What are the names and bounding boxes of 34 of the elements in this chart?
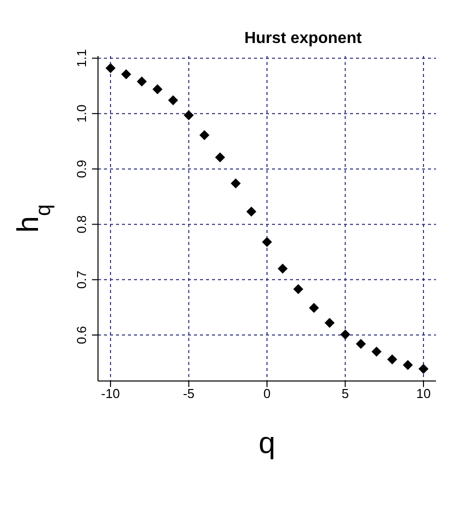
point [168, 95, 178, 106]
point [356, 338, 366, 349]
y-tick-label: 1.1 [74, 49, 89, 68]
x-tick-label: -10 [101, 386, 120, 402]
x-tick-label: -5 [182, 386, 195, 402]
point [121, 69, 132, 80]
point [387, 354, 398, 364]
y-tick-label: 0.6 [74, 326, 89, 344]
x-tick-label: 5 [342, 386, 349, 402]
point [184, 110, 194, 120]
point [106, 63, 116, 74]
x-tick-label: 0 [263, 386, 271, 402]
point [340, 329, 350, 340]
chart-title: Hurst exponent [243, 30, 363, 48]
point [293, 284, 304, 294]
x-tick-label: 10 [416, 386, 431, 402]
point [199, 130, 210, 140]
point [262, 237, 272, 248]
point [324, 318, 335, 328]
point [230, 178, 241, 188]
y-tick-label: 0.7 [74, 270, 89, 289]
y-tick-label: 0.8 [74, 215, 89, 234]
point [246, 206, 256, 217]
point [152, 84, 162, 94]
y-tick-label: 1.0 [74, 104, 89, 123]
x-axis-title: q [258, 427, 276, 460]
point [418, 364, 428, 374]
point [372, 346, 382, 357]
point [402, 360, 413, 370]
point [136, 76, 147, 86]
point [278, 264, 288, 274]
point [308, 302, 319, 313]
point [215, 152, 226, 162]
y-tick-label: 0.9 [74, 160, 89, 178]
